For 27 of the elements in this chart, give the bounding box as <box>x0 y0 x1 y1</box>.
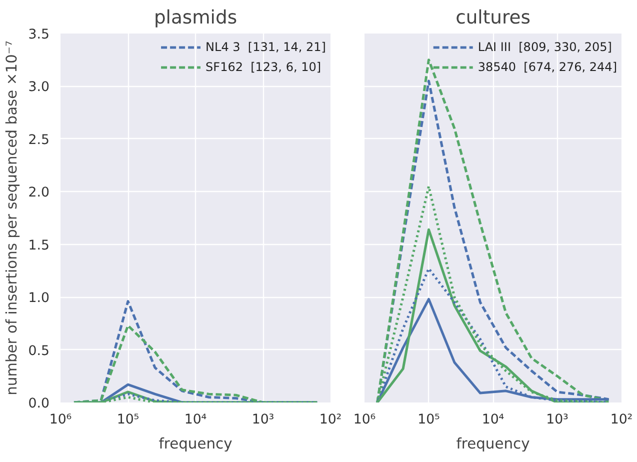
y-tick-label: 1.0 <box>28 291 50 306</box>
legend-label: LAI III [809, 330, 205] <box>478 40 612 54</box>
x-tick-label: 10⁵ <box>116 412 140 428</box>
y-axis-title: number of insertions per sequenced base ×10⁻⁷ <box>3 40 20 396</box>
x-tick-label: 10⁶ <box>353 412 376 428</box>
chart-title: plasmids <box>154 8 238 28</box>
y-tick-label: 2.0 <box>28 186 50 201</box>
x-tick-label: 10⁶ <box>49 412 72 428</box>
x-tick-label: 10⁴ <box>184 412 207 428</box>
x-tick-label: 10³ <box>546 412 568 428</box>
x-axis-title: frequency <box>456 436 530 452</box>
y-tick-label: 3.5 <box>28 28 50 42</box>
x-tick-label: 10⁵ <box>418 412 440 428</box>
legend-label: SF162 [123, 6, 10] <box>206 60 322 74</box>
y-tick-label: 1.5 <box>28 238 50 254</box>
legend-label: NL4 3 [131, 14, 21] <box>206 40 326 54</box>
x-axis-title: frequency <box>158 436 233 452</box>
y-tick-label: 2.5 <box>28 132 50 148</box>
x-tick-label: 10³ <box>252 412 274 428</box>
legend-label: 38540 [674, 276, 244] <box>478 60 617 74</box>
x-tick-label: 10² <box>319 412 342 428</box>
x-tick-label: 10⁴ <box>482 412 504 428</box>
y-tick-label: 0.5 <box>28 344 50 359</box>
y-tick-label: 0.0 <box>28 396 50 412</box>
x-tick-label: 10² <box>610 412 633 428</box>
y-tick-label: 3.0 <box>28 80 50 96</box>
chart-title: cultures <box>456 8 530 28</box>
